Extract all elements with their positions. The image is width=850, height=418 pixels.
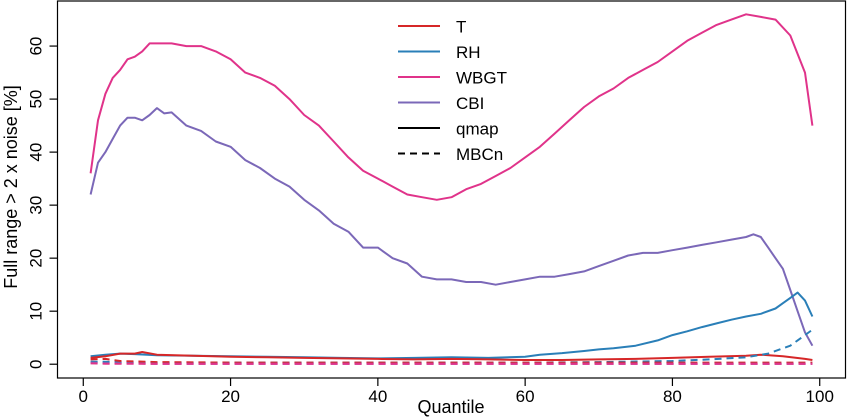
x-tick-label: 40 <box>368 387 387 406</box>
x-tick-label: 20 <box>221 387 240 406</box>
y-tick-label: 30 <box>27 196 46 215</box>
series-line-t-mbcn <box>90 357 813 364</box>
legend-label: qmap <box>456 120 499 139</box>
x-tick-label: 0 <box>79 387 88 406</box>
y-tick-label: 40 <box>27 143 46 162</box>
y-axis-label: Full range > 2 x noise [%] <box>1 85 21 289</box>
y-tick-label: 10 <box>27 302 46 321</box>
legend-label: RH <box>456 43 481 62</box>
legend-label: WBGT <box>456 69 507 88</box>
y-tick-label: 50 <box>27 90 46 109</box>
plot-frame <box>56 0 847 379</box>
series-line-rh-mbcn <box>90 328 813 364</box>
y-tick-label: 20 <box>27 249 46 268</box>
y-tick-label: 60 <box>27 37 46 56</box>
y-tick-label: 0 <box>27 359 46 368</box>
series-line-t-qmap <box>90 351 813 361</box>
legend-label: T <box>456 18 466 37</box>
y-axis: 0 10 20 30 40 50 60 <box>27 37 58 369</box>
x-tick-label: 100 <box>806 387 834 406</box>
legend: T RH WBGT CBI qmap MBCn <box>398 18 507 164</box>
x-axis-label: Quantile <box>417 397 484 417</box>
x-tick-label: 80 <box>663 387 682 406</box>
legend-label: CBI <box>456 94 484 113</box>
x-axis: 0 20 40 60 80 100 <box>79 378 834 406</box>
legend-label: MBCn <box>456 145 503 164</box>
series-line-wbgt-qmap <box>89 13 814 201</box>
series-line-cbi-qmap <box>89 107 814 347</box>
series-layer <box>89 13 814 365</box>
series-line-wbgt-mbcn <box>90 362 813 365</box>
x-tick-label: 60 <box>516 387 535 406</box>
series-line-rh-qmap <box>90 291 814 360</box>
